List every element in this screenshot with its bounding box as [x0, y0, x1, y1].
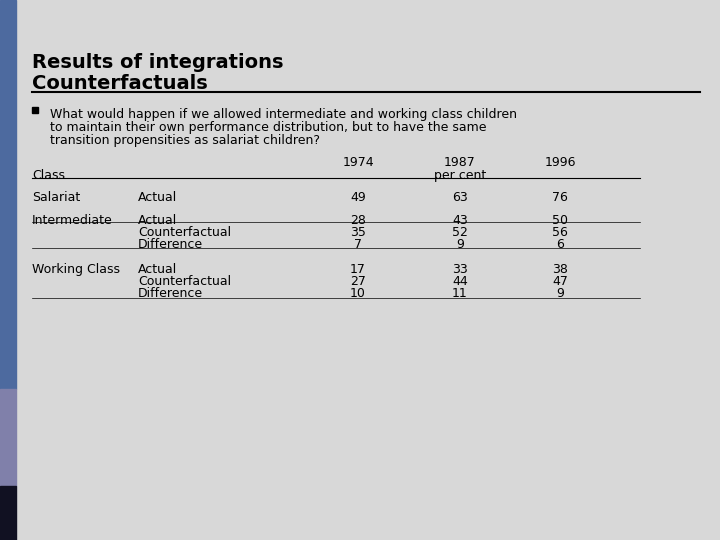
- Text: 17: 17: [350, 263, 366, 276]
- Text: Difference: Difference: [138, 287, 203, 300]
- Text: Salariat: Salariat: [32, 191, 80, 204]
- Text: Actual: Actual: [138, 214, 177, 227]
- Text: 44: 44: [452, 275, 468, 288]
- Text: 11: 11: [452, 287, 468, 300]
- Text: 28: 28: [350, 214, 366, 227]
- Bar: [0, 0, 16, 389]
- Text: 43: 43: [452, 214, 468, 227]
- Text: Counterfactuals: Counterfactuals: [32, 74, 208, 93]
- Text: Class: Class: [32, 169, 65, 182]
- Text: Working Class: Working Class: [32, 263, 120, 276]
- Text: transition propensities as salariat children?: transition propensities as salariat chil…: [50, 134, 320, 147]
- Text: Difference: Difference: [138, 238, 203, 251]
- Text: 1996: 1996: [544, 156, 576, 169]
- Text: 10: 10: [350, 287, 366, 300]
- Text: 1987: 1987: [444, 156, 476, 169]
- Text: 63: 63: [452, 191, 468, 204]
- Bar: [32, 107, 38, 113]
- Text: 27: 27: [350, 275, 366, 288]
- Text: Counterfactual: Counterfactual: [138, 275, 231, 288]
- Text: 76: 76: [552, 191, 568, 204]
- Text: 56: 56: [552, 226, 568, 239]
- Text: 49: 49: [350, 191, 366, 204]
- Text: to maintain their own performance distribution, but to have the same: to maintain their own performance distri…: [50, 121, 487, 134]
- Text: per cent: per cent: [434, 169, 486, 182]
- Text: Intermediate: Intermediate: [32, 214, 113, 227]
- Bar: [0, 486, 16, 540]
- Text: Counterfactual: Counterfactual: [138, 226, 231, 239]
- Text: 52: 52: [452, 226, 468, 239]
- Text: 47: 47: [552, 275, 568, 288]
- Text: Actual: Actual: [138, 263, 177, 276]
- Text: 38: 38: [552, 263, 568, 276]
- Text: 6: 6: [556, 238, 564, 251]
- Text: Actual: Actual: [138, 191, 177, 204]
- Text: 35: 35: [350, 226, 366, 239]
- Text: Results of integrations: Results of integrations: [32, 53, 284, 72]
- Text: What would happen if we allowed intermediate and working class children: What would happen if we allowed intermed…: [50, 108, 517, 121]
- Text: 33: 33: [452, 263, 468, 276]
- Text: 1974: 1974: [342, 156, 374, 169]
- Text: 7: 7: [354, 238, 362, 251]
- Text: 9: 9: [556, 287, 564, 300]
- Text: 9: 9: [456, 238, 464, 251]
- Text: 50: 50: [552, 214, 568, 227]
- Bar: [0, 389, 16, 486]
